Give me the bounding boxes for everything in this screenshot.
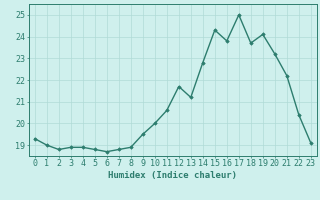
X-axis label: Humidex (Indice chaleur): Humidex (Indice chaleur) <box>108 171 237 180</box>
